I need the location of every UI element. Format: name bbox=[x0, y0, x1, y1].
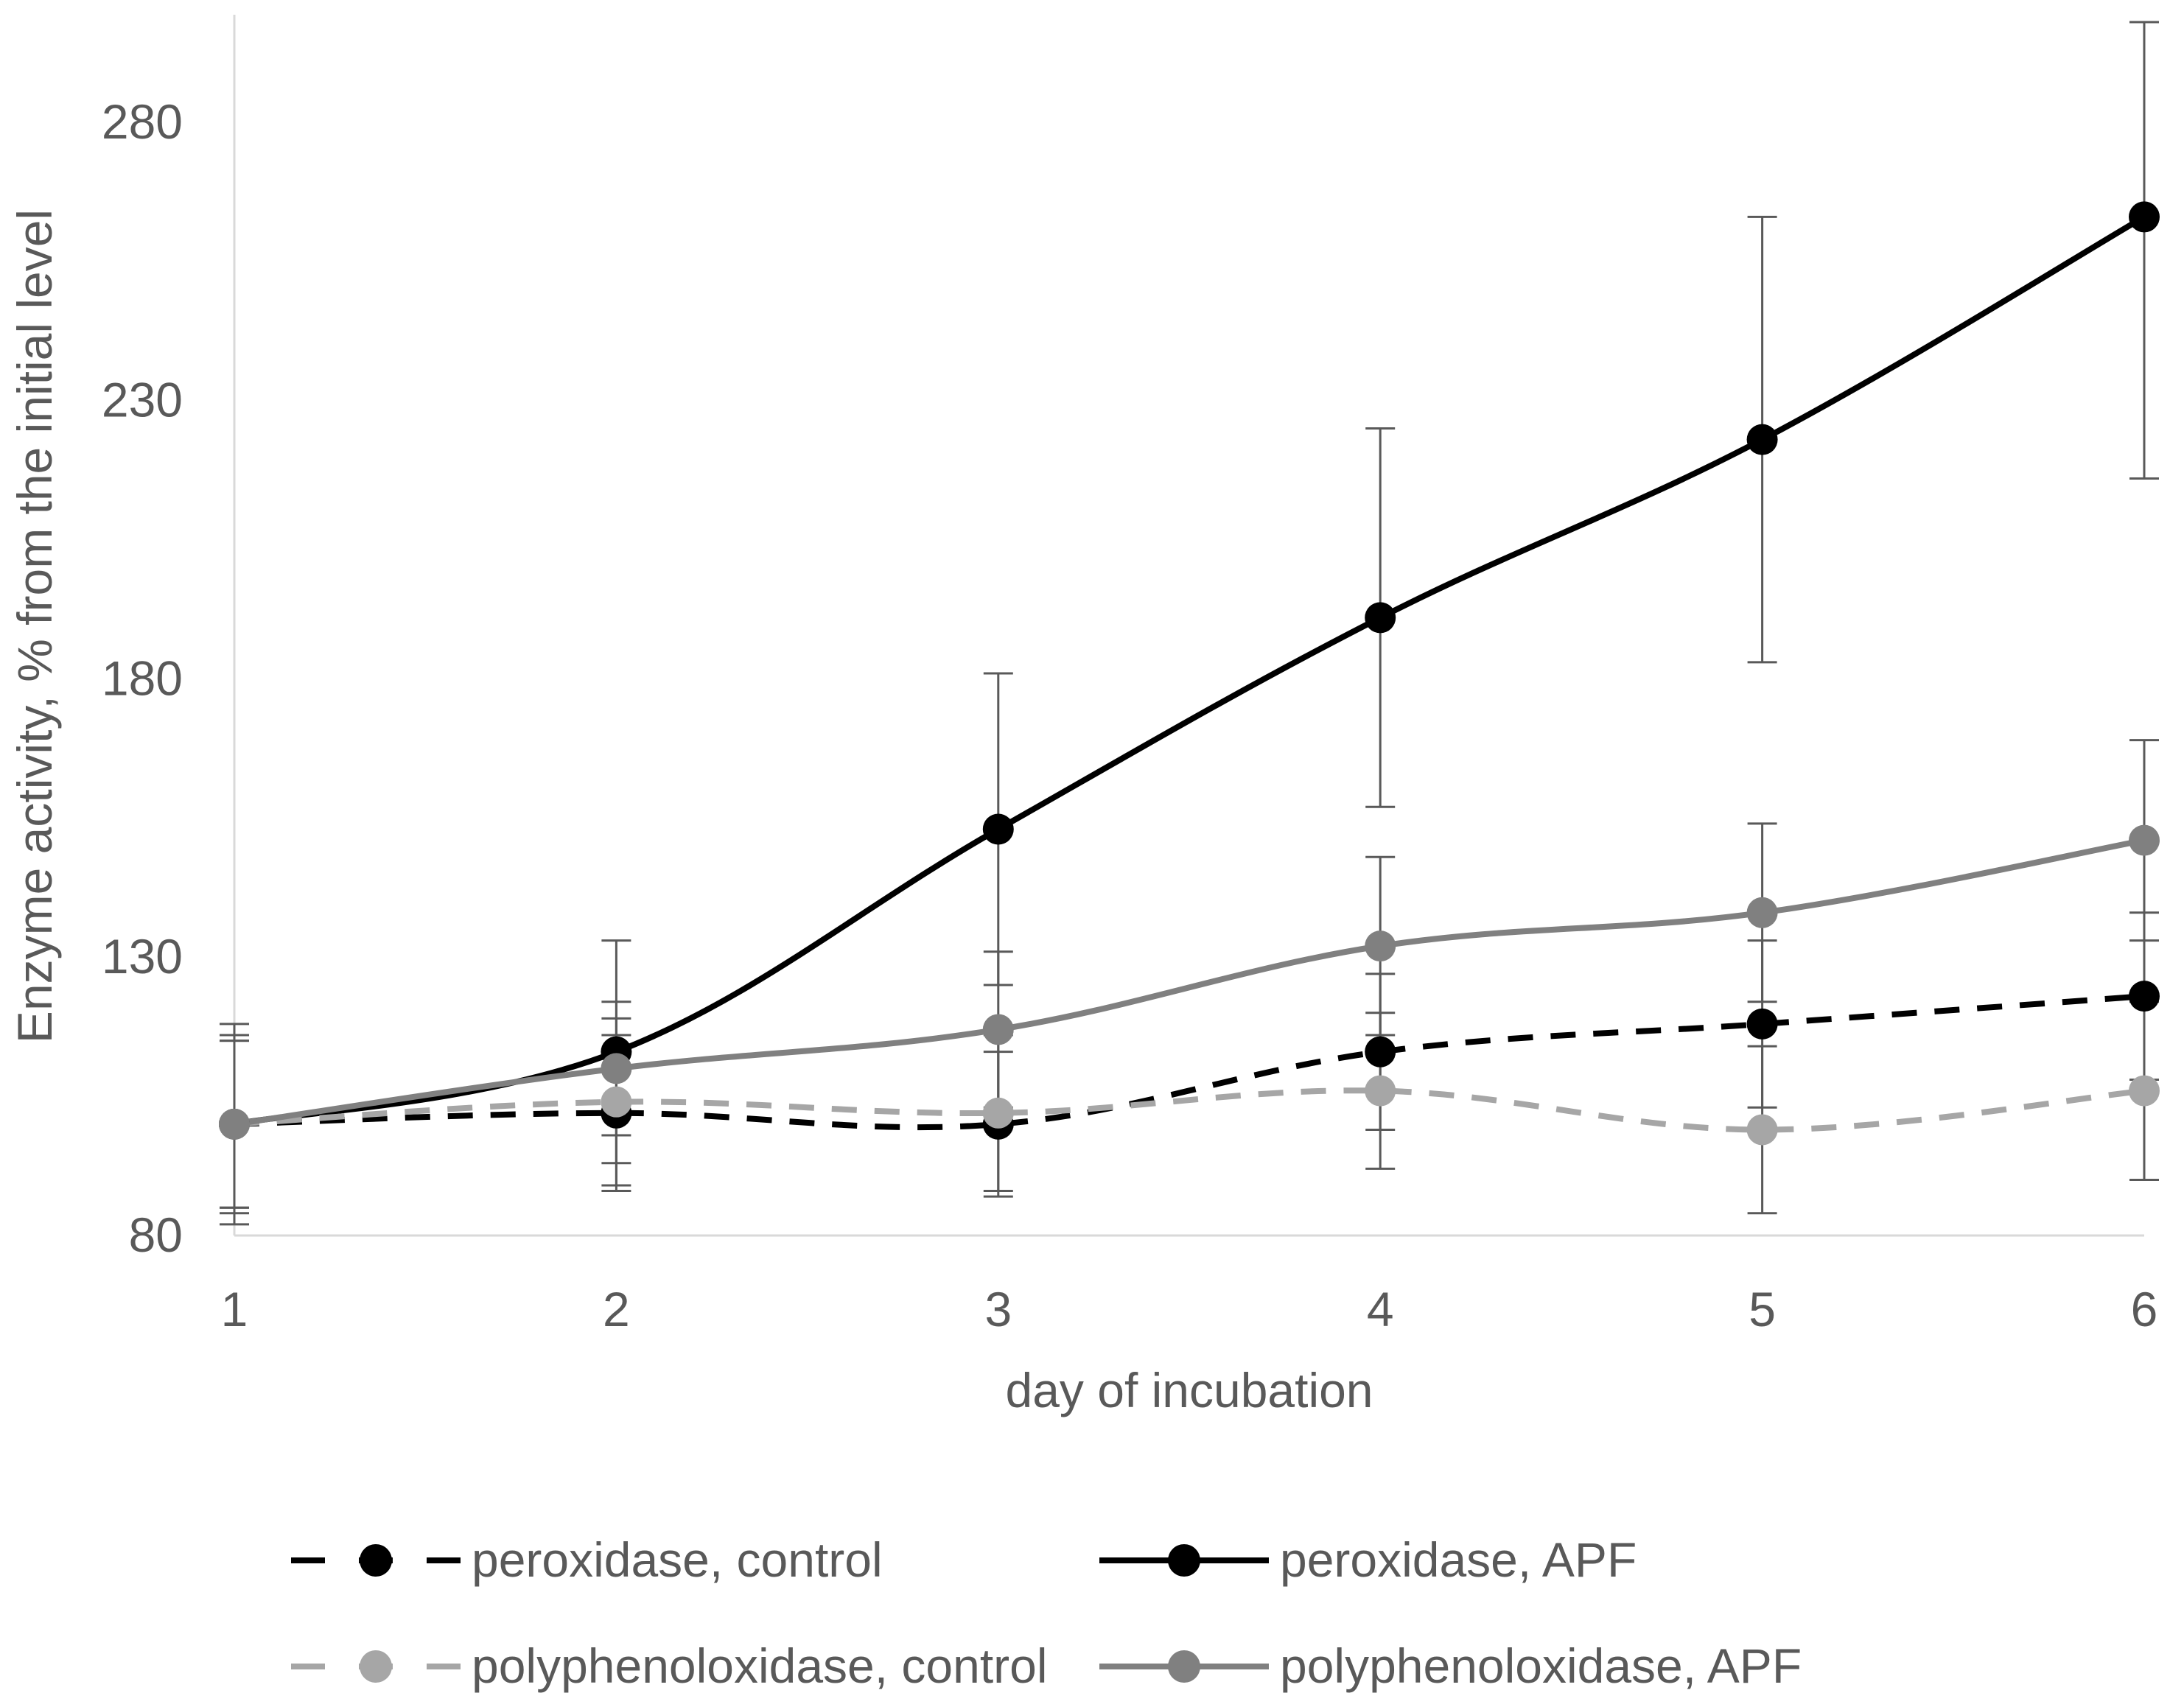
series-line-peroxidase-control bbox=[234, 993, 2145, 1131]
data-point-polyphenoloxidase-control bbox=[982, 1097, 1014, 1129]
data-point-polyphenoloxidase-apf bbox=[982, 1014, 1014, 1045]
legend-marker-peroxidase-control bbox=[360, 1544, 392, 1577]
legend-label-peroxidase-control: peroxidase, control bbox=[472, 1532, 883, 1587]
data-point-polyphenoloxidase-apf bbox=[2129, 824, 2160, 856]
data-point-peroxidase-apf bbox=[1746, 424, 1778, 455]
data-point-peroxidase-control bbox=[2129, 981, 2160, 1012]
x-axis-title: day of incubation bbox=[1005, 1363, 1373, 1417]
data-point-peroxidase-control bbox=[1365, 1036, 1396, 1068]
error-bars bbox=[220, 21, 2159, 1226]
legend-label-polyphenoloxidase-apf: polyphenoloxidase, APF bbox=[1280, 1638, 1802, 1693]
legend-label-polyphenoloxidase-control: polyphenoloxidase, control bbox=[472, 1638, 1048, 1693]
series-line-polyphenoloxidase-apf bbox=[234, 837, 2145, 1127]
axes bbox=[233, 15, 2144, 1237]
legend: peroxidase, control peroxidase, APF polyph… bbox=[291, 1532, 1802, 1693]
legend-marker-peroxidase-apf bbox=[1168, 1544, 1200, 1577]
x-tick-label: 4 bbox=[1367, 1282, 1394, 1336]
data-point-peroxidase-apf bbox=[2129, 201, 2160, 233]
legend-marker-polyphenoloxidase-apf bbox=[1168, 1650, 1200, 1683]
y-tick-label: 230 bbox=[102, 373, 183, 427]
y-tick-labels: 80 130 180 230 280 bbox=[102, 94, 183, 1262]
data-point-peroxidase-apf bbox=[1365, 602, 1396, 634]
x-tick-label: 1 bbox=[221, 1282, 248, 1336]
y-tick-label: 80 bbox=[129, 1207, 183, 1262]
series-markers bbox=[219, 201, 2160, 1146]
series-lines bbox=[234, 214, 2146, 1133]
data-point-polyphenoloxidase-apf bbox=[1746, 897, 1778, 928]
x-tick-label: 6 bbox=[2131, 1282, 2158, 1336]
data-point-polyphenoloxidase-control bbox=[1365, 1075, 1396, 1107]
data-point-polyphenoloxidase-apf bbox=[219, 1108, 250, 1140]
series-line-peroxidase-apf bbox=[234, 214, 2146, 1127]
data-point-polyphenoloxidase-apf bbox=[601, 1053, 632, 1084]
data-point-polyphenoloxidase-apf bbox=[1365, 930, 1396, 962]
legend-label-peroxidase-apf: peroxidase, APF bbox=[1280, 1532, 1637, 1587]
x-tick-label: 5 bbox=[1749, 1282, 1776, 1336]
data-point-polyphenoloxidase-control bbox=[2129, 1075, 2160, 1107]
legend-marker-polyphenoloxidase-control bbox=[360, 1650, 392, 1683]
y-tick-label: 180 bbox=[102, 651, 183, 705]
data-point-peroxidase-control bbox=[1746, 1008, 1778, 1040]
x-tick-label: 2 bbox=[603, 1282, 630, 1336]
data-point-polyphenoloxidase-control bbox=[1746, 1114, 1778, 1146]
y-tick-label: 130 bbox=[102, 929, 183, 984]
data-point-polyphenoloxidase-control bbox=[601, 1086, 632, 1118]
series-line-polyphenoloxidase-control bbox=[234, 1087, 2145, 1133]
x-tick-label: 3 bbox=[984, 1282, 1012, 1336]
data-point-peroxidase-apf bbox=[982, 813, 1014, 845]
y-axis-title: Enzyme activity, % from the initial leve… bbox=[7, 209, 62, 1043]
x-tick-labels: 1 2 3 4 5 6 bbox=[221, 1282, 2158, 1336]
y-tick-label: 280 bbox=[102, 94, 183, 149]
